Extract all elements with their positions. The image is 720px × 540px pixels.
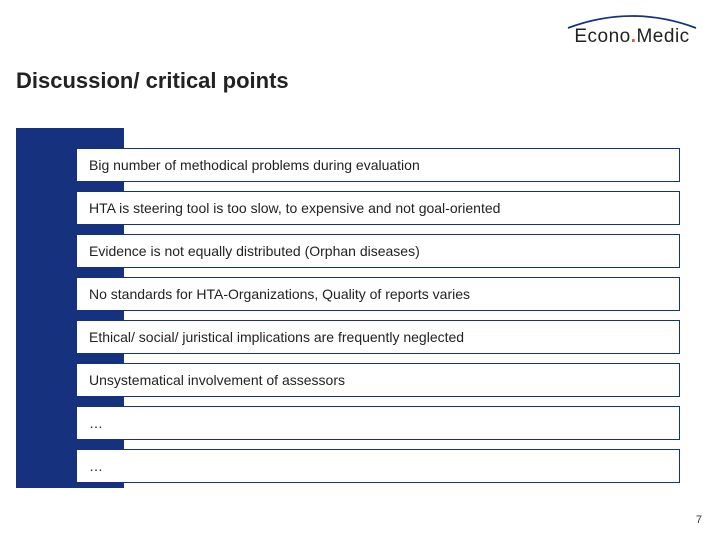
list-item: No standards for HTA-Organizations, Qual… [76, 277, 680, 311]
list-item: … [76, 406, 680, 440]
list-item-text: … [89, 458, 103, 474]
logo-post: Medic [636, 26, 689, 47]
list-item-text: HTA is steering tool is too slow, to exp… [89, 200, 500, 216]
logo-text: Econo.Medic [574, 26, 689, 47]
slide: Econo.Medic Discussion/ critical points … [0, 0, 720, 540]
page-title: Discussion/ critical points [16, 68, 289, 94]
list-item: Big number of methodical problems during… [76, 148, 680, 182]
list-item: HTA is steering tool is too slow, to exp… [76, 191, 680, 225]
list-item-text: No standards for HTA-Organizations, Qual… [89, 286, 470, 302]
logo: Econo.Medic [562, 10, 702, 48]
points-list: Big number of methodical problems during… [76, 148, 680, 492]
list-item: … [76, 449, 680, 483]
list-item: Evidence is not equally distributed (Orp… [76, 234, 680, 268]
list-item: Ethical/ social/ juristical implications… [76, 320, 680, 354]
list-item-text: … [89, 415, 103, 431]
list-item-text: Big number of methodical problems during… [89, 157, 420, 173]
list-item: Unsystematical involvement of assessors [76, 363, 680, 397]
list-item-text: Unsystematical involvement of assessors [89, 372, 345, 388]
page-number: 7 [696, 514, 702, 526]
logo-pre: Econo [574, 26, 630, 47]
list-item-text: Ethical/ social/ juristical implications… [89, 329, 464, 345]
list-item-text: Evidence is not equally distributed (Orp… [89, 243, 420, 259]
